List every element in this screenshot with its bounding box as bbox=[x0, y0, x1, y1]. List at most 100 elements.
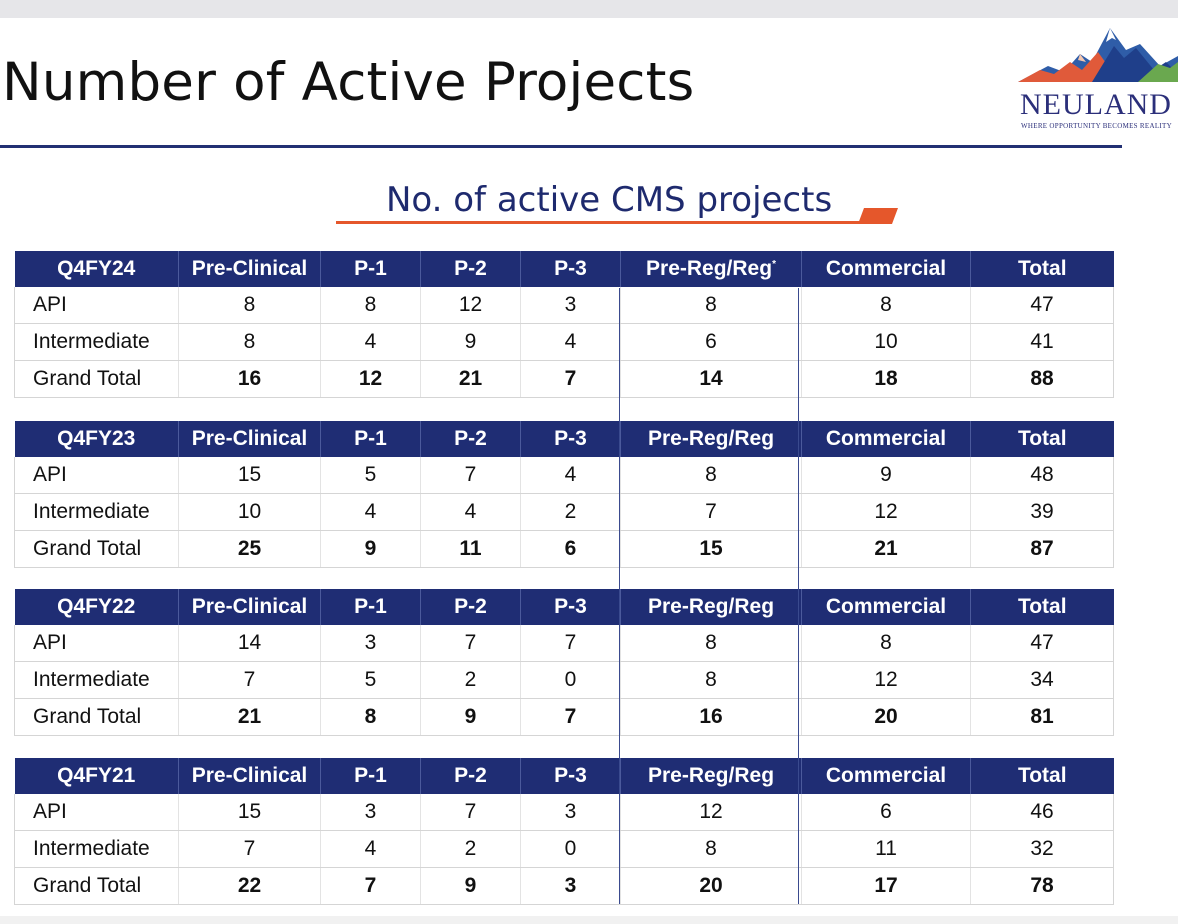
table-cell: 8 bbox=[620, 625, 802, 662]
column-header: P-3 bbox=[520, 758, 621, 794]
column-header: P-1 bbox=[320, 589, 421, 625]
table-cell: 2 bbox=[520, 493, 621, 531]
column-header: Commercial bbox=[801, 589, 971, 625]
table-row: Intermediate 8 4 9 4 6 10 41 bbox=[14, 323, 1114, 361]
table-cell: 7 bbox=[520, 698, 621, 736]
table-cell: 6 bbox=[520, 530, 621, 568]
table-cell: 10 bbox=[178, 493, 321, 531]
mountain-logo-icon bbox=[1018, 28, 1178, 82]
table-row: Grand Total 22 7 9 3 20 17 78 bbox=[14, 867, 1114, 905]
projects-table: Q4FY24 Pre-Clinical P-1 P-2 P-3 Pre-Reg/Reg* C… bbox=[14, 251, 1114, 398]
column-header: Pre-Clinical bbox=[178, 251, 321, 287]
project-table-block: Q4FY23 Pre-Clinical P-1 P-2 P-3 Pre-Reg/Reg Co… bbox=[14, 421, 1114, 568]
table-cell: 8 bbox=[620, 287, 802, 324]
table-cell: 9 bbox=[420, 867, 521, 905]
logo-tagline: WHERE OPPORTUNITY BECOMES REALITY bbox=[1021, 122, 1172, 130]
projects-table: Q4FY23 Pre-Clinical P-1 P-2 P-3 Pre-Reg/Reg Co… bbox=[14, 421, 1114, 568]
table-cell: 12 bbox=[320, 360, 421, 398]
column-separator-right bbox=[798, 288, 799, 904]
table-row: API 8 8 12 3 8 8 47 bbox=[14, 287, 1114, 324]
row-label: Grand Total bbox=[14, 360, 179, 398]
period-header: Q4FY21 bbox=[14, 758, 179, 794]
table-header-row: Q4FY24 Pre-Clinical P-1 P-2 P-3 Pre-Reg/Reg* C… bbox=[14, 251, 1114, 287]
column-header: P-1 bbox=[320, 421, 421, 457]
table-cell: 3 bbox=[320, 794, 421, 831]
table-cell: 0 bbox=[520, 830, 621, 868]
column-header: Pre-Clinical bbox=[178, 589, 321, 625]
table-cell: 4 bbox=[520, 457, 621, 494]
column-header: Total bbox=[970, 589, 1114, 625]
column-header: Pre-Reg/Reg bbox=[620, 421, 802, 457]
table-row: Intermediate 7 4 2 0 8 11 32 bbox=[14, 830, 1114, 868]
table-cell: 8 bbox=[620, 830, 802, 868]
table-cell: 9 bbox=[320, 530, 421, 568]
table-cell: 6 bbox=[801, 794, 971, 831]
page-title: Number of Active Projects bbox=[2, 52, 695, 113]
table-cell: 7 bbox=[320, 867, 421, 905]
row-label: Intermediate bbox=[14, 323, 179, 361]
table-cell: 8 bbox=[178, 287, 321, 324]
column-header: P-2 bbox=[420, 251, 521, 287]
row-label: Grand Total bbox=[14, 530, 179, 568]
table-cell: 5 bbox=[320, 457, 421, 494]
table-cell: 10 bbox=[801, 323, 971, 361]
table-cell: 12 bbox=[801, 661, 971, 699]
table-cell: 20 bbox=[801, 698, 971, 736]
table-row: Grand Total 21 8 9 7 16 20 81 bbox=[14, 698, 1114, 736]
table-cell: 8 bbox=[801, 625, 971, 662]
column-header: Total bbox=[970, 758, 1114, 794]
table-cell: 18 bbox=[801, 360, 971, 398]
column-header: Commercial bbox=[801, 251, 971, 287]
column-header: P-3 bbox=[520, 421, 621, 457]
row-label: Grand Total bbox=[14, 867, 179, 905]
section-subtitle: No. of active CMS projects bbox=[386, 180, 833, 220]
column-header: Pre-Reg/Reg* bbox=[620, 251, 802, 287]
table-cell: 4 bbox=[320, 830, 421, 868]
table-cell: 3 bbox=[520, 794, 621, 831]
table-cell: 2 bbox=[420, 830, 521, 868]
table-cell: 47 bbox=[970, 287, 1114, 324]
table-cell: 25 bbox=[178, 530, 321, 568]
table-cell: 5 bbox=[320, 661, 421, 699]
table-header-row: Q4FY23 Pre-Clinical P-1 P-2 P-3 Pre-Reg/Reg Co… bbox=[14, 421, 1114, 457]
column-separator-left bbox=[619, 288, 620, 904]
project-table-block: Q4FY24 Pre-Clinical P-1 P-2 P-3 Pre-Reg/Reg* C… bbox=[14, 251, 1114, 398]
table-cell: 4 bbox=[320, 493, 421, 531]
table-cell: 8 bbox=[620, 661, 802, 699]
table-header-row: Q4FY22 Pre-Clinical P-1 P-2 P-3 Pre-Reg/Reg Co… bbox=[14, 589, 1114, 625]
table-cell: 8 bbox=[178, 323, 321, 361]
period-header: Q4FY23 bbox=[14, 421, 179, 457]
table-cell: 81 bbox=[970, 698, 1114, 736]
table-cell: 14 bbox=[178, 625, 321, 662]
table-cell: 3 bbox=[320, 625, 421, 662]
projects-table: Q4FY22 Pre-Clinical P-1 P-2 P-3 Pre-Reg/Reg Co… bbox=[14, 589, 1114, 736]
subtitle-flag-icon bbox=[858, 208, 898, 224]
row-label: API bbox=[14, 625, 179, 662]
table-cell: 12 bbox=[801, 493, 971, 531]
table-cell: 4 bbox=[520, 323, 621, 361]
table-header-row: Q4FY21 Pre-Clinical P-1 P-2 P-3 Pre-Reg/Reg Co… bbox=[14, 758, 1114, 794]
column-header: Total bbox=[970, 251, 1114, 287]
table-cell: 16 bbox=[178, 360, 321, 398]
table-cell: 4 bbox=[320, 323, 421, 361]
table-cell: 88 bbox=[970, 360, 1114, 398]
subtitle-underline bbox=[336, 221, 866, 224]
table-cell: 7 bbox=[520, 625, 621, 662]
table-cell: 9 bbox=[801, 457, 971, 494]
project-table-block: Q4FY21 Pre-Clinical P-1 P-2 P-3 Pre-Reg/Reg Co… bbox=[14, 758, 1114, 905]
table-cell: 22 bbox=[178, 867, 321, 905]
table-cell: 47 bbox=[970, 625, 1114, 662]
row-label: Intermediate bbox=[14, 493, 179, 531]
table-cell: 8 bbox=[620, 457, 802, 494]
table-cell: 7 bbox=[520, 360, 621, 398]
table-row: Intermediate 7 5 2 0 8 12 34 bbox=[14, 661, 1114, 699]
table-cell: 20 bbox=[620, 867, 802, 905]
column-header: P-1 bbox=[320, 251, 421, 287]
table-cell: 78 bbox=[970, 867, 1114, 905]
table-cell: 8 bbox=[801, 287, 971, 324]
table-row: Grand Total 16 12 21 7 14 18 88 bbox=[14, 360, 1114, 398]
table-cell: 39 bbox=[970, 493, 1114, 531]
table-cell: 17 bbox=[801, 867, 971, 905]
column-header: Total bbox=[970, 421, 1114, 457]
column-header: P-2 bbox=[420, 758, 521, 794]
